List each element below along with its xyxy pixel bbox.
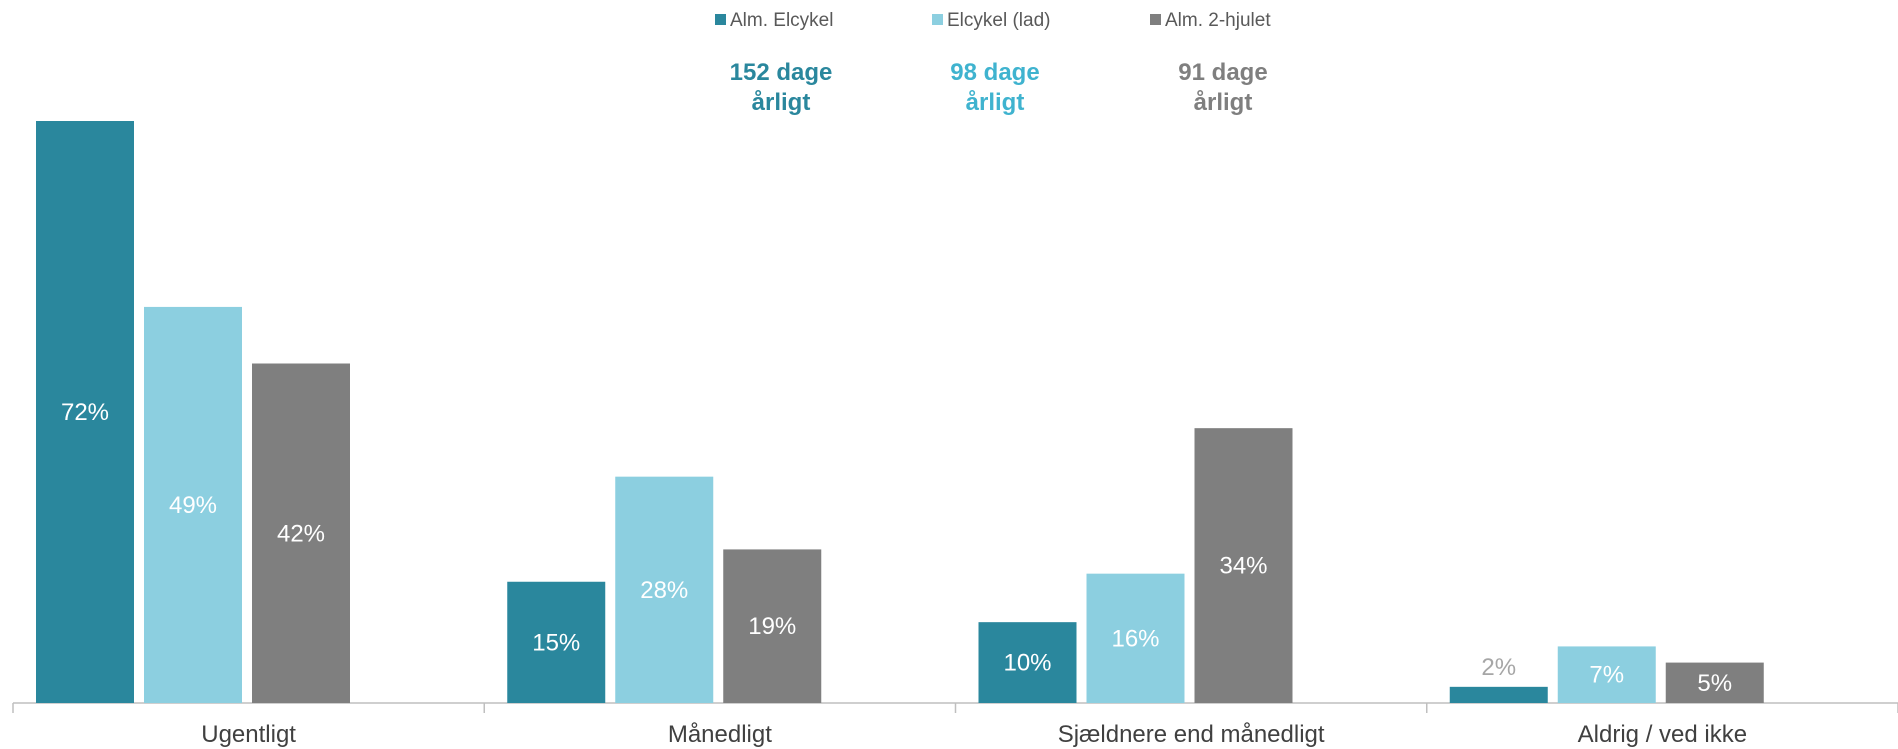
bar-alm-2-hjulet-aldrig-ved-ikke bbox=[1665, 662, 1764, 703]
legend-label: Alm. Elcykel bbox=[730, 10, 833, 31]
bar-value-label: 34% bbox=[1219, 553, 1267, 580]
bar-elcykel-lad-aldrig-ved-ikke bbox=[1557, 646, 1656, 703]
legend-item-alm-elcykel: Alm. Elcykel bbox=[715, 10, 833, 31]
legend-item-alm-2-hjulet: Alm. 2-hjulet bbox=[1150, 10, 1271, 31]
legend-swatch bbox=[1150, 14, 1161, 25]
bar-alm-elcykel-aldrig-ved-ikke bbox=[1449, 686, 1548, 703]
category-label-aldrig-ved-ikke: Aldrig / ved ikke bbox=[1578, 721, 1747, 748]
legend-swatch bbox=[932, 14, 943, 25]
bar-value-label: 19% bbox=[748, 613, 796, 640]
bar-value-label: 5% bbox=[1697, 670, 1732, 697]
bar-alm-elcykel-manedligt bbox=[507, 581, 606, 703]
bar-alm-2-hjulet-sjaeldnere-end-manedligt bbox=[1194, 428, 1293, 703]
legend-item-elcykel-lad: Elcykel (lad) bbox=[932, 10, 1050, 31]
days-per-year-unit: årligt bbox=[1194, 89, 1253, 116]
category-label-ugentligt: Ugentligt bbox=[201, 721, 296, 748]
days-per-year-value: 91 dage bbox=[1178, 59, 1267, 86]
legend-label: Elcykel (lad) bbox=[947, 10, 1050, 31]
bar-value-label: 72% bbox=[61, 399, 109, 426]
bar-value-label: 16% bbox=[1111, 625, 1159, 652]
bar-value-label: 10% bbox=[1003, 650, 1051, 677]
days-per-year-value: 98 dage bbox=[950, 59, 1039, 86]
bar-elcykel-lad-ugentligt bbox=[144, 306, 242, 703]
category-label-sjaeldnere-end-manedligt: Sjældnere end månedligt bbox=[1058, 721, 1325, 748]
days-per-year-unit: årligt bbox=[966, 89, 1025, 116]
category-label-manedligt: Månedligt bbox=[668, 721, 772, 748]
bar-elcykel-lad-sjaeldnere-end-manedligt bbox=[1086, 573, 1185, 703]
bar-value-label: 2% bbox=[1481, 654, 1516, 681]
legend-label: Alm. 2-hjulet bbox=[1165, 10, 1271, 31]
bar-alm-2-hjulet-ugentligt bbox=[252, 363, 350, 703]
days-per-year-value: 152 dage bbox=[730, 59, 833, 86]
bar-value-label: 49% bbox=[169, 492, 217, 519]
bar-alm-elcykel-sjaeldnere-end-manedligt bbox=[978, 622, 1077, 703]
days-per-year-unit: årligt bbox=[752, 89, 811, 116]
bar-value-label: 28% bbox=[640, 577, 688, 604]
bar-value-label: 42% bbox=[277, 520, 325, 547]
legend-swatch bbox=[715, 14, 726, 25]
bar-elcykel-lad-manedligt bbox=[615, 476, 714, 703]
bar-alm-elcykel-ugentligt bbox=[36, 121, 134, 703]
bar-value-label: 15% bbox=[532, 629, 580, 656]
bar-alm-2-hjulet-manedligt bbox=[723, 549, 822, 703]
bar-value-label: 7% bbox=[1589, 662, 1624, 689]
